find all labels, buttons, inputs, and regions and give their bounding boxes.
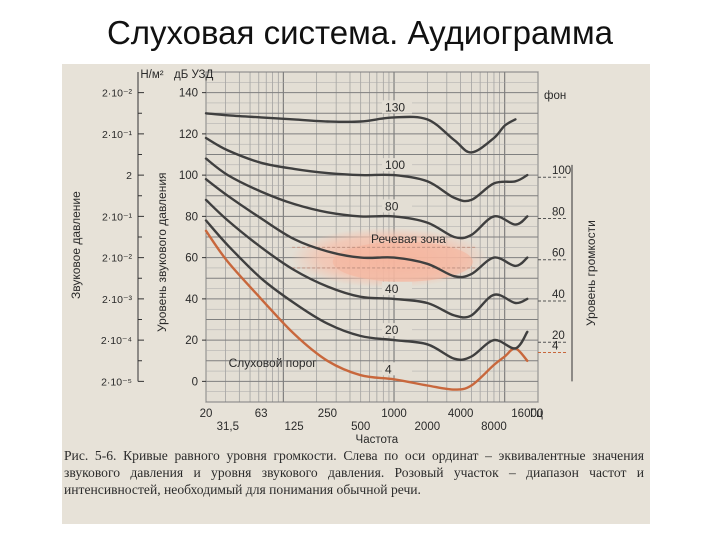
y-tick-label: 120 [179,129,198,141]
x-tick-label-2: 2000 [415,421,441,433]
pressure-unit: Н/м² [140,69,163,81]
y-tick-label: 0 [192,376,198,388]
curve-label-bg [382,281,413,295]
loudness-curve-40 [204,198,529,319]
x-tick-label-2: 31,5 [217,421,239,433]
speech-zone-core [332,241,473,282]
pressure-axis-title: Звуковое давление [69,191,83,299]
loudness-curve-60 [204,178,529,279]
pressure-tick-label: 2·10⁻⁵ [101,376,132,388]
x-tick-label: 16000 [511,408,543,420]
phon-unit: фон [544,90,566,102]
curve-label-100: 100 [385,158,405,172]
loudness-curve-20 [204,219,529,361]
phon-tick-label: 80 [552,206,565,218]
curve-label-80: 80 [385,199,399,213]
x-tick-label-2: 500 [351,421,370,433]
y-tick-label: 80 [185,211,198,223]
x-tick-label-2: 8000 [481,421,507,433]
x-tick-label: 1000 [381,408,407,420]
phon-tick-label: 4 [552,341,559,353]
pressure-tick-label: 2 [126,170,132,182]
phon-tick-label: 100 [552,165,571,177]
curve-label-4: 4 [385,362,392,376]
curve-label-20: 20 [385,323,399,337]
loudness-curve-4 [204,229,529,391]
curve-label-bg [382,100,413,114]
x-tick-label: 63 [255,408,268,420]
loudness-curve-80 [204,157,529,240]
x-tick-label: 250 [318,408,337,420]
x-tick-label-2: 125 [284,421,303,433]
loudness-curve-100 [204,136,529,203]
pressure-tick-label: 2·10⁻² [102,88,133,100]
phon-axis-title: Уровень громкости [584,220,598,326]
figure-caption: Рис. 5-6. Кривые равного уровня громкост… [64,448,644,497]
loudness-curve-130 [204,112,517,154]
y-tick-label: 60 [185,253,198,265]
audiogram-figure: Речевая зона 4 20 40 80 100 130 Слуховой порог 0… [62,64,650,524]
threshold-label: Слуховой порог [229,356,318,370]
curve-label-130: 130 [385,100,405,114]
phon-tick-label: 20 [552,330,565,342]
pressure-tick-label: 2·10⁻⁴ [101,335,132,347]
phon-tick-label: 40 [552,289,565,301]
x-tick-label: 20 [200,408,213,420]
speech-zone-label: Речевая зона [371,232,446,246]
pressure-tick-label: 2·10⁻¹ [102,211,133,223]
pressure-tick-label: 2·10⁻² [102,253,133,265]
spl-unit: дБ УЗД [174,69,213,81]
pressure-tick-label: 2·10⁻³ [102,294,133,306]
curve-label-bg [382,158,413,172]
curve-label-bg [382,199,413,213]
pressure-tick-label: 2·10⁻¹ [102,129,133,141]
x-unit: Гц [530,408,543,420]
spl-axis-title: Уровень звукового давления [155,172,169,332]
curve-label-bg [382,323,413,337]
y-tick-label: 20 [185,335,198,347]
curve-label-bg [382,362,413,376]
y-tick-label: 40 [185,294,198,306]
x-tick-label: 4000 [448,408,474,420]
phon-tick-label: 60 [552,248,565,260]
slide-title: Слуховая система. Аудиограмма [106,14,614,51]
y-tick-label: 100 [179,170,198,182]
curve-label-40: 40 [385,282,399,296]
x-axis-title: Частота [356,434,399,444]
y-tick-label: 140 [179,88,198,100]
